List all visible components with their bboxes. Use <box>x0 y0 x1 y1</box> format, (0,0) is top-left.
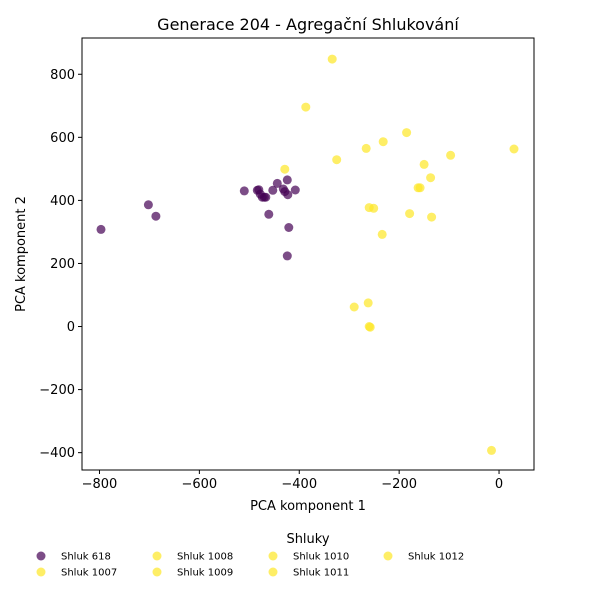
legend-item: Shluk 618 <box>36 551 111 563</box>
legend-label: Shluk 1011 <box>293 568 349 579</box>
data-point <box>143 200 153 210</box>
data-point <box>268 185 278 195</box>
legend-item: Shluk 1007 <box>36 567 117 579</box>
x-axis-label: PCA komponent 1 <box>250 499 366 514</box>
y-tick-label: 200 <box>50 257 75 272</box>
y-axis-label: PCA komponent 2 <box>14 196 29 312</box>
data-point <box>349 302 359 312</box>
data-point <box>282 175 292 185</box>
data-point <box>427 212 437 222</box>
plot-frame <box>81 37 535 471</box>
data-point <box>405 209 415 219</box>
y-tick-label: 600 <box>50 131 75 146</box>
legend-marker <box>383 551 393 561</box>
legend-label: Shluk 1010 <box>293 552 349 563</box>
legend-marker <box>268 567 278 577</box>
data-point <box>301 102 311 112</box>
data-point <box>280 164 290 174</box>
chart-title: Generace 204 - Agregační Shlukování <box>157 15 459 34</box>
x-tick-label: −800 <box>82 477 118 492</box>
data-point <box>402 128 412 138</box>
data-point <box>239 186 249 196</box>
legend-label: Shluk 1012 <box>408 552 464 563</box>
legend-label: Shluk 1007 <box>61 568 117 579</box>
legend-marker <box>152 567 162 577</box>
x-tick-label: −400 <box>281 477 317 492</box>
data-point <box>282 251 292 261</box>
data-point <box>369 203 379 213</box>
legend-title: Shluky <box>286 532 329 547</box>
points-layer <box>96 54 519 455</box>
legend-item: Shluk 1008 <box>152 551 233 563</box>
legend-item: Shluk 1009 <box>152 567 233 579</box>
data-point <box>272 178 282 188</box>
x-tick-label: −600 <box>182 477 218 492</box>
x-axis: −800 −600 −400 −200 0 <box>82 470 503 492</box>
data-point <box>363 298 373 308</box>
legend-item: Shluk 1011 <box>268 567 349 579</box>
data-point <box>426 173 436 183</box>
legend-marker <box>36 567 46 577</box>
data-point <box>283 190 293 200</box>
legend-label: Shluk 618 <box>61 552 111 563</box>
y-axis: −400 −200 0 200 400 600 800 <box>39 68 82 461</box>
y-tick-label: −400 <box>39 446 75 461</box>
y-tick-label: 800 <box>50 68 75 83</box>
x-tick-label: 0 <box>495 477 503 492</box>
data-point <box>332 155 342 165</box>
data-point <box>378 137 388 147</box>
legend-label: Shluk 1008 <box>177 552 233 563</box>
legend-item: Shluk 1010 <box>268 551 349 563</box>
data-point <box>96 224 106 234</box>
data-point <box>327 54 337 64</box>
legend: Shluk 618 Shluk 1007 Shluk 1008 Shluk 1009 S… <box>36 551 464 579</box>
data-point <box>261 192 271 202</box>
y-tick-label: 400 <box>50 194 75 209</box>
data-point <box>284 223 294 232</box>
data-point <box>377 229 387 239</box>
y-tick-label: 0 <box>67 320 75 335</box>
x-tick-label: −200 <box>381 477 417 492</box>
legend-marker <box>36 551 46 561</box>
data-point <box>419 159 429 169</box>
data-point <box>415 183 425 193</box>
legend-marker <box>268 551 278 561</box>
data-point <box>446 150 456 160</box>
data-point <box>264 209 274 219</box>
legend-item: Shluk 1012 <box>383 551 464 563</box>
data-point <box>365 322 375 332</box>
y-tick-label: −200 <box>39 383 75 398</box>
legend-label: Shluk 1009 <box>177 568 233 579</box>
data-point <box>361 143 371 153</box>
data-point <box>509 144 519 154</box>
data-point <box>487 445 496 455</box>
legend-marker <box>152 551 162 561</box>
data-point <box>290 185 300 195</box>
data-point <box>151 211 161 221</box>
